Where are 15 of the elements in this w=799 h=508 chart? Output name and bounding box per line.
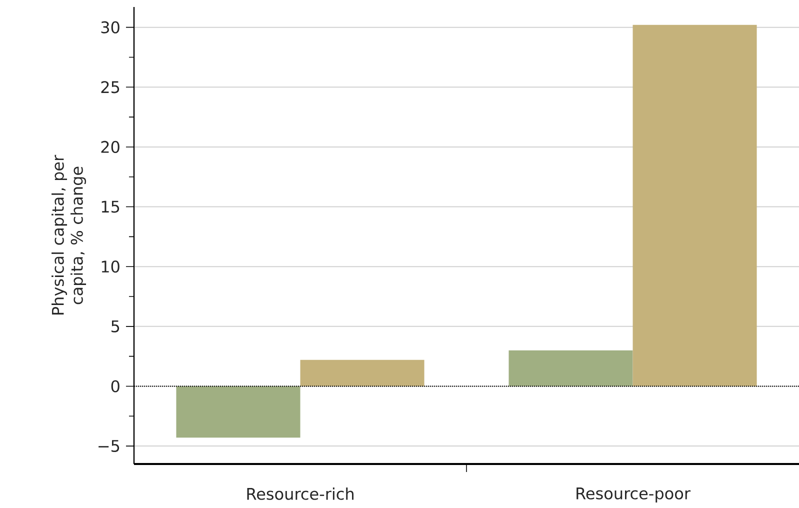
y-tick-label: 10 <box>102 260 120 273</box>
bar <box>632 24 757 386</box>
bar <box>176 386 300 438</box>
bar <box>300 360 424 386</box>
y-tick-label: 20 <box>101 140 120 154</box>
y-tick-label: 15 <box>102 200 120 213</box>
y-tick-label: 5 <box>112 320 120 332</box>
x-tick-label: Resource-poor <box>576 488 691 503</box>
y-tick-label: 25 <box>101 81 120 94</box>
y-tick-label: 30 <box>101 21 120 34</box>
y-tick-label: 0 <box>111 380 120 392</box>
y-axis-title: Physical capital, per capita, % change <box>52 154 86 314</box>
x-tick-label: Resource-rich <box>247 488 354 500</box>
bar <box>508 350 633 386</box>
y-tick-label: −5 <box>98 440 120 452</box>
